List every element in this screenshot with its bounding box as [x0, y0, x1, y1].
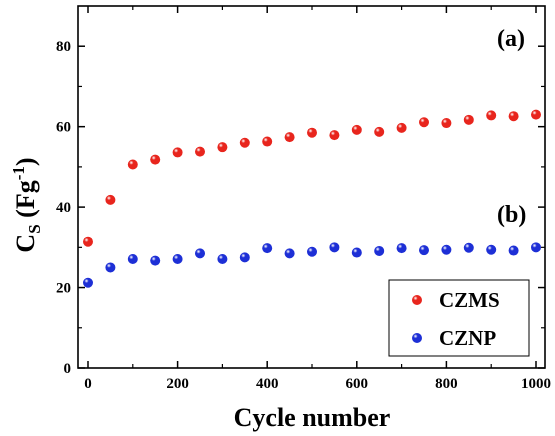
- y-tick-label: 20: [56, 281, 71, 297]
- y-axis-title: CS (Fg-1): [9, 157, 44, 252]
- data-point-cznp: [396, 243, 407, 254]
- data-point-cznp: [508, 245, 519, 256]
- data-point-cznp: [262, 243, 273, 254]
- y-axis-title-unit: (Fg: [11, 180, 40, 224]
- y-tick-label: 80: [56, 39, 71, 55]
- data-point-czms: [419, 117, 429, 128]
- data-points: [83, 109, 541, 288]
- data-point-czms: [284, 132, 295, 143]
- data-point-czms: [396, 122, 407, 133]
- data-point-czms: [127, 159, 138, 170]
- data-point-czms: [463, 114, 474, 125]
- data-point-czms: [351, 124, 362, 135]
- data-point-cznp: [239, 252, 250, 263]
- data-point-czms: [239, 137, 250, 148]
- legend: CZMS CZNP: [388, 279, 530, 357]
- x-tick-label: 400: [256, 376, 279, 392]
- y-tick-label: 0: [64, 361, 72, 377]
- x-tick-label: 600: [346, 376, 369, 392]
- y-tick-label: 40: [56, 200, 71, 216]
- data-point-cznp: [486, 244, 497, 255]
- y-axis-title-subscript: S: [25, 224, 44, 233]
- data-point-czms: [329, 130, 340, 141]
- data-point-cznp: [105, 262, 116, 273]
- x-tick-label: 0: [84, 376, 92, 392]
- legend-label-czms: CZMS: [439, 288, 500, 312]
- y-axis-title-superscript: -1: [9, 166, 28, 180]
- data-point-czms: [374, 126, 385, 137]
- data-point-czms: [508, 111, 519, 122]
- data-point-czms: [307, 127, 317, 138]
- data-point-cznp: [217, 253, 228, 264]
- legend-marker-czms: [412, 295, 422, 305]
- data-point-cznp: [195, 248, 205, 259]
- annotation-b: (b): [497, 202, 526, 228]
- data-point-cznp: [284, 248, 295, 259]
- data-point-cznp: [463, 242, 474, 253]
- data-point-czms: [172, 147, 183, 158]
- data-point-cznp: [307, 246, 317, 257]
- data-point-cznp: [150, 255, 161, 266]
- data-point-cznp: [441, 244, 452, 255]
- legend-marker-cznp: [412, 333, 422, 343]
- legend-label-cznp: CZNP: [439, 326, 496, 350]
- axes: 0 200 400 600 800 1000 0 20 40 60 80: [56, 5, 551, 392]
- data-point-czms: [262, 136, 273, 147]
- y-axis-title-unit-close: ): [11, 157, 40, 166]
- data-point-czms: [441, 118, 452, 129]
- annotation-a: (a): [497, 26, 525, 52]
- x-tick-label: 200: [166, 376, 189, 392]
- data-point-czms: [83, 236, 93, 247]
- data-point-cznp: [351, 247, 362, 258]
- x-axis-title: Cycle number: [234, 403, 391, 432]
- data-point-cznp: [83, 277, 93, 288]
- data-point-cznp: [329, 242, 340, 253]
- data-point-czms: [531, 109, 541, 120]
- data-point-cznp: [127, 253, 138, 264]
- data-point-czms: [217, 142, 228, 153]
- data-point-cznp: [419, 245, 429, 256]
- data-point-cznp: [374, 245, 385, 256]
- data-point-czms: [195, 146, 205, 157]
- data-point-czms: [486, 110, 497, 121]
- data-point-cznp: [172, 253, 183, 264]
- x-tick-label: 800: [435, 376, 458, 392]
- data-point-cznp: [531, 242, 541, 253]
- x-tick-label: 1000: [521, 376, 551, 392]
- legend-box: [388, 279, 530, 357]
- y-axis-title-main: C: [11, 234, 40, 253]
- y-tick-label: 60: [56, 120, 71, 136]
- data-point-czms: [150, 154, 161, 165]
- data-point-czms: [105, 194, 116, 205]
